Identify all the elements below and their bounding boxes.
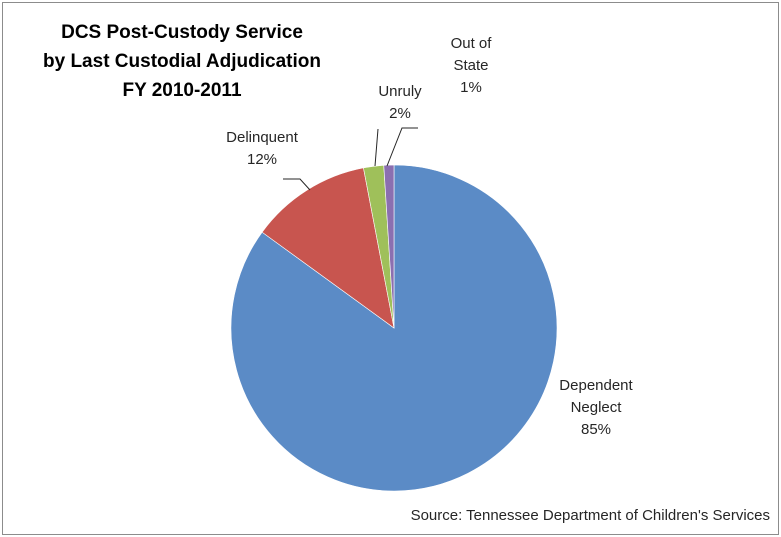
data-label-percent-unruly: 2% (389, 105, 411, 122)
data-label-unruly: Unruly (378, 83, 422, 100)
chart-title: DCS Post-Custody Service by Last Custodi… (12, 18, 352, 105)
data-label-out-of-state: State (453, 57, 488, 74)
chart-title-line-2: by Last Custodial Adjudication (43, 51, 321, 72)
pie-slice-out-of-state (383, 164, 395, 329)
data-label-percent-dependent-neglect: 85% (581, 421, 611, 438)
leader-line-delinquent (283, 178, 311, 191)
pie-slice-delinquent (261, 167, 395, 329)
data-label-delinquent: Delinquent (226, 129, 299, 146)
chart-title-line-1: DCS Post-Custody Service (61, 22, 303, 43)
leader-line-out-of-state (386, 127, 418, 167)
data-label-percent-out-of-state: 1% (460, 79, 482, 96)
chart-title-line-3: FY 2010-2011 (122, 80, 242, 101)
leader-line-unruly (374, 128, 379, 167)
data-label-percent-delinquent: 12% (247, 151, 277, 168)
data-label-out-of-state: Out of (451, 35, 493, 52)
data-label-dependent-neglect: Neglect (571, 399, 623, 416)
source-note: Source: Tennessee Department of Children… (410, 507, 770, 524)
data-label-dependent-neglect: Dependent (559, 377, 633, 394)
